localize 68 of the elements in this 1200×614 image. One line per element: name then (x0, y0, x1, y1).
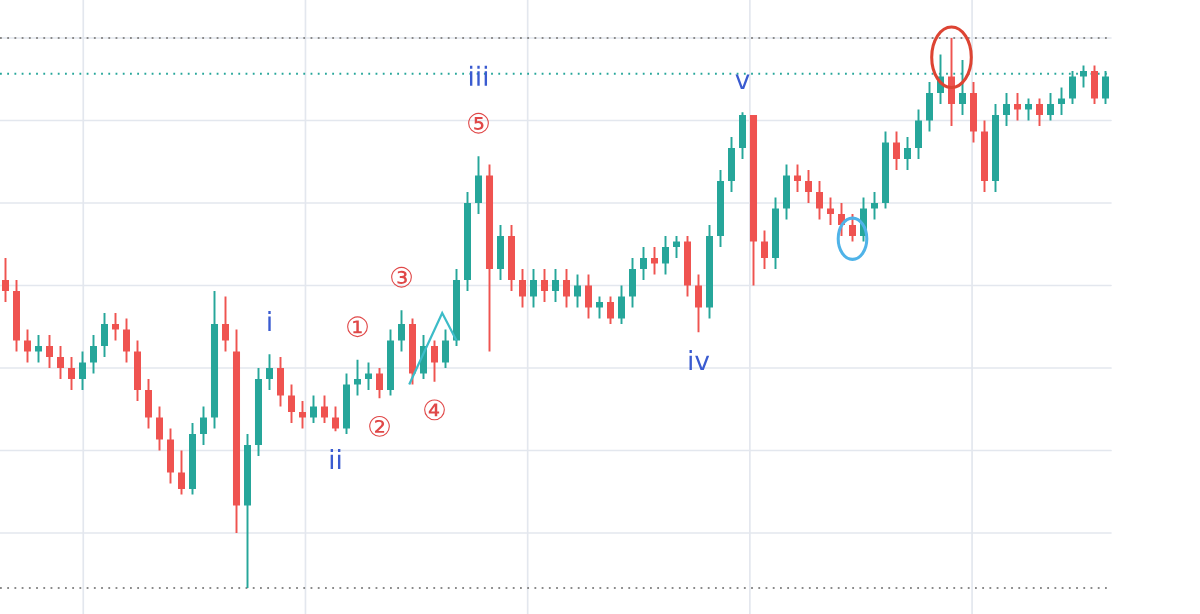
annotation: iii (469, 65, 488, 86)
candlestick (100, 312, 109, 358)
candlestick (56, 345, 65, 380)
candlestick (221, 295, 230, 353)
candlestick (650, 246, 659, 276)
annotation: ③ (391, 266, 412, 288)
candlestick (826, 196, 835, 226)
candlestick (1002, 92, 1011, 127)
candlestick (353, 358, 362, 397)
annotation: ⑤ (468, 112, 489, 134)
candlestick (441, 328, 450, 369)
candlestick (661, 235, 670, 276)
candlestick (551, 268, 560, 303)
candlestick (1013, 92, 1022, 122)
candlestick (1046, 92, 1055, 122)
candlestick (804, 169, 813, 204)
candlestick (1, 257, 10, 303)
candlestick (78, 350, 87, 391)
annotation: ④ (424, 399, 445, 421)
candlestick (529, 268, 538, 309)
candlestick (870, 191, 879, 221)
candlestick (903, 136, 912, 171)
candlestick (320, 394, 329, 424)
candlestick (45, 334, 54, 369)
candlestick (111, 312, 120, 342)
annotation: iv (689, 350, 710, 371)
candlestick (639, 246, 648, 281)
candlestick (815, 180, 824, 221)
candlestick (155, 405, 164, 452)
annotation: ① (347, 316, 368, 338)
candlestick (397, 309, 406, 353)
candlestick (177, 449, 186, 496)
candlestick (606, 295, 615, 325)
candlestick (287, 383, 296, 424)
candlestick (1079, 64, 1088, 89)
candlestick (122, 317, 131, 364)
annotation: ② (369, 415, 390, 437)
candlestick (298, 400, 307, 430)
annotation: ii (330, 449, 341, 470)
candlestick (584, 273, 593, 320)
candlestick (199, 405, 208, 446)
candlestick (34, 334, 43, 364)
candlestick (331, 405, 340, 433)
candlestick (309, 394, 318, 424)
candlestick (540, 268, 549, 303)
annotation: i (268, 310, 271, 331)
candlestick (1024, 97, 1033, 122)
candlestick (67, 356, 76, 391)
candlestick (848, 213, 857, 243)
annotation: v (735, 74, 750, 89)
candlestick (760, 229, 769, 270)
candlestick (89, 334, 98, 375)
candlestick (562, 268, 571, 309)
candlestick (265, 353, 274, 391)
candlestick (375, 367, 384, 400)
candlestick (518, 268, 527, 309)
candlestick (23, 328, 32, 364)
candlestick (694, 273, 703, 334)
candlestick (892, 130, 901, 171)
candlestick (364, 361, 373, 391)
candlestick (1057, 86, 1066, 116)
candlestick (793, 163, 802, 193)
candlestick (430, 339, 439, 383)
candlestick (672, 235, 681, 259)
candlestick (573, 273, 582, 309)
candlestick (1035, 97, 1044, 127)
candlestick (617, 284, 626, 325)
candlestick (595, 295, 604, 320)
